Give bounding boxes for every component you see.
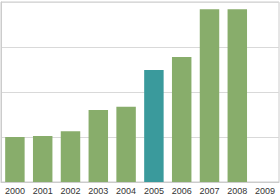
svg-text:2009: 2009 [255, 186, 275, 195]
svg-text:2004: 2004 [116, 186, 136, 195]
svg-text:2002: 2002 [60, 186, 80, 195]
svg-text:2001: 2001 [33, 186, 53, 195]
svg-text:2003: 2003 [88, 186, 108, 195]
svg-text:2006: 2006 [172, 186, 192, 195]
svg-text:2008: 2008 [227, 186, 247, 195]
svg-text:2005: 2005 [144, 186, 164, 195]
svg-text:2007: 2007 [199, 186, 219, 195]
svg-text:2000: 2000 [5, 186, 25, 195]
